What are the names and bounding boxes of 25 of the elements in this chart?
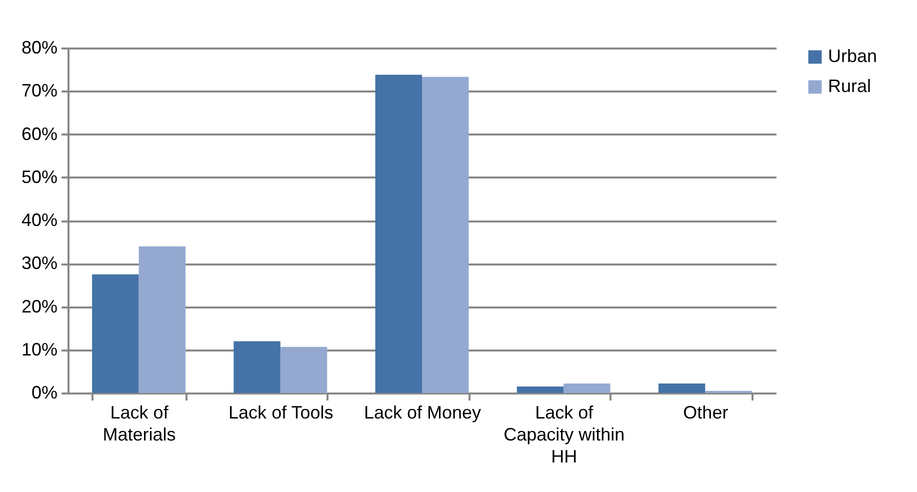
x-tick-label: Lack of Money <box>364 402 482 422</box>
bar <box>422 76 469 393</box>
legend-label: Rural <box>828 76 872 96</box>
y-tick-label: 30% <box>21 253 58 274</box>
y-tick-label: 70% <box>21 80 58 101</box>
y-tick-label: 80% <box>21 38 58 58</box>
bar <box>516 386 564 393</box>
y-tick-label: 50% <box>21 166 58 187</box>
bar <box>658 384 706 393</box>
legend-label: Urban <box>828 46 878 66</box>
x-tick-label: Lack of Tools <box>228 402 334 422</box>
bar <box>564 384 610 393</box>
bar <box>234 341 280 393</box>
bar <box>375 74 422 393</box>
y-tick-label: 40% <box>21 210 58 230</box>
x-tick-label: Lack of Capacity within HH <box>504 402 625 466</box>
y-tick-label: 10% <box>21 339 58 360</box>
bar <box>280 346 328 393</box>
y-tick-label: 60% <box>21 124 58 144</box>
x-tick-label: Other <box>683 402 728 422</box>
y-tick-label: 0% <box>31 382 58 402</box>
x-tick-label: Lack of Materials <box>102 402 176 444</box>
bar <box>92 274 139 393</box>
bar <box>138 246 186 393</box>
y-tick-label: 20% <box>21 296 58 316</box>
